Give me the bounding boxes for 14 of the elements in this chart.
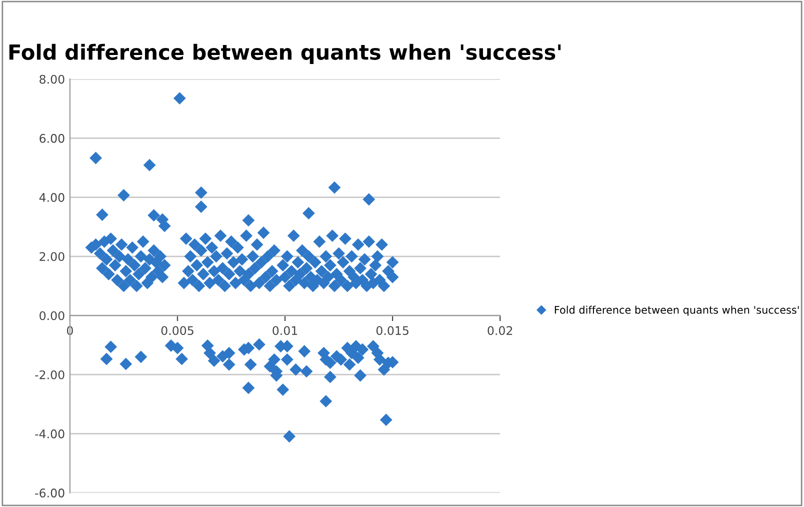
- y-tick-label: 8.00: [40, 74, 64, 84]
- chart-title: Fold difference between quants when 'success': [9, 44, 561, 64]
- y-tick-label: -2.00: [35, 370, 64, 380]
- y-tick-label: 6.00: [40, 134, 64, 143]
- x-tick-label: 0.005: [161, 326, 194, 336]
- y-tick-label: -4.00: [35, 429, 64, 438]
- legend-label: Fold difference between quants when 'success': [554, 306, 799, 316]
- y-tick-label: -6.00: [35, 488, 64, 498]
- x-tick-label: 0.015: [376, 326, 408, 336]
- y-tick-label: 4.00: [39, 193, 64, 202]
- y-tick-label: 2.00: [40, 252, 64, 262]
- x-tick-label: 0.01: [272, 326, 298, 336]
- x-tick-label: 0.02: [488, 326, 512, 336]
- y-tick-label: 0.00: [40, 311, 64, 320]
